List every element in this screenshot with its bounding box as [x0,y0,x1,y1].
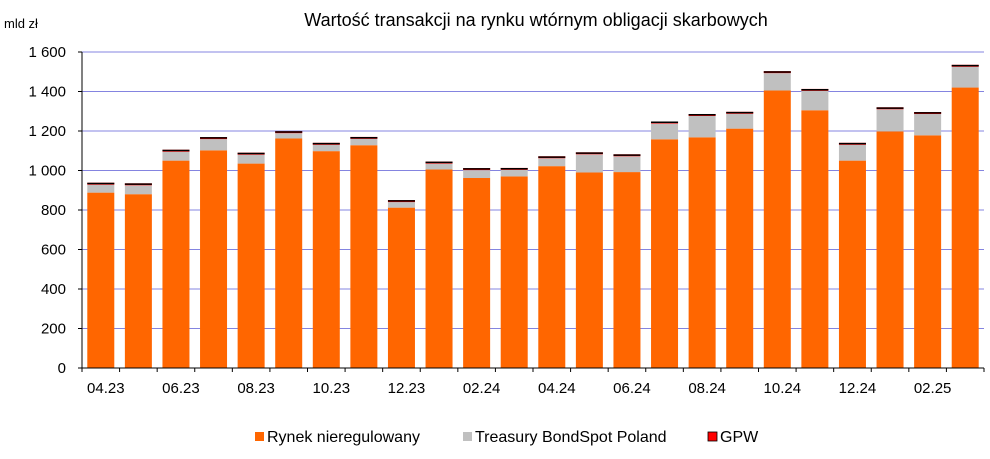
x-tick-label: 04.24 [538,380,576,397]
bar-segment [162,151,190,161]
bar-segment [425,169,453,368]
bar-segment [463,170,491,179]
y-tick-label: 200 [41,321,66,338]
bar-segment [387,207,415,368]
bar-segment [876,131,904,368]
chart-title: Wartość transakcji na rynku wtórnym obli… [304,10,768,30]
bar-segment [801,90,829,111]
bar-segment [613,172,641,368]
bar-segment [124,185,152,195]
bar-segment [312,144,340,152]
bar-segment [575,172,603,368]
x-tick-label: 06.24 [613,380,651,397]
y-tick-label: 600 [41,242,66,259]
bar-segment [463,178,491,368]
y-tick-label: 1 600 [28,44,66,61]
bar-segment [538,166,566,368]
bar-segment [387,202,415,208]
bar-segment [763,90,791,368]
bar-segment [726,113,754,129]
x-tick-label: 10.24 [764,380,802,397]
bar-segment [838,144,866,161]
bar-segment [500,176,528,368]
bar-segment [200,139,228,151]
axes [78,51,985,372]
bar-segment [651,139,679,368]
legend-label: GPW [720,429,759,446]
x-tick-label: 08.23 [237,380,275,397]
bar-segment [237,163,265,368]
bar-segment [275,138,303,368]
legend-label: Treasury BondSpot Poland [475,429,667,446]
bar-segment [613,156,641,173]
bar-segment [275,133,303,139]
x-tick-label: 08.24 [688,380,726,397]
bar-segment [726,128,754,368]
bar-segment [914,135,942,368]
x-tick-label: 02.25 [914,380,952,397]
bar-segment [763,73,791,91]
x-tick-label: 02.24 [463,380,501,397]
bar-segment [312,151,340,368]
y-axis-unit: mld zł [4,16,38,31]
x-tick-label: 04.23 [87,380,125,397]
x-tick-label: 06.23 [162,380,200,397]
bar-segment [538,158,566,167]
x-tick-label: 10.23 [313,380,351,397]
bar-segment [651,123,679,140]
bar-segment [124,194,152,368]
bar-segment [575,154,603,173]
x-tick-label: 12.23 [388,380,426,397]
bar-segment [237,154,265,164]
y-tick-labels: 0 200 400 600 800 1 000 1 200 1 400 1 600 [28,44,66,377]
legend: Rynek nieregulowany Treasury BondSpot Pol… [255,429,759,446]
bar-segment [500,169,528,177]
x-tick-labels: 04.23 06.23 08.23 10.23 12.23 02.24 04.24 06.24… [87,380,951,397]
y-tick-label: 1 400 [28,84,66,101]
bar-segment [87,192,115,368]
bar-segment [951,66,979,88]
bar-segment [876,109,904,132]
y-tick-label: 0 [58,360,66,377]
bar-segment [838,160,866,368]
y-tick-label: 1 200 [28,123,66,140]
bar-segment [200,150,228,368]
legend-swatch [707,431,718,442]
bar-segment [688,137,716,368]
bar-segment [425,163,453,170]
bar-segment [914,114,942,136]
bar-segment [162,160,190,368]
y-tick-label: 800 [41,202,66,219]
gridlines [82,51,984,329]
y-tick-label: 400 [41,281,66,298]
y-tick-label: 1 000 [28,163,66,180]
legend-label: Rynek nieregulowany [267,429,420,446]
bar-segment [688,115,716,138]
bar-segment [350,138,378,146]
legend-swatch [463,432,472,441]
bar-segment [951,87,979,369]
bars [87,64,979,369]
x-tick-label: 12.24 [839,380,877,397]
bar-segment [87,184,115,193]
bar-segment [350,145,378,368]
bar-segment [801,110,829,368]
legend-swatch [255,432,264,441]
